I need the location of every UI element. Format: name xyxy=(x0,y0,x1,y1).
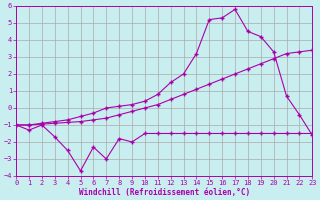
X-axis label: Windchill (Refroidissement éolien,°C): Windchill (Refroidissement éolien,°C) xyxy=(79,188,250,197)
